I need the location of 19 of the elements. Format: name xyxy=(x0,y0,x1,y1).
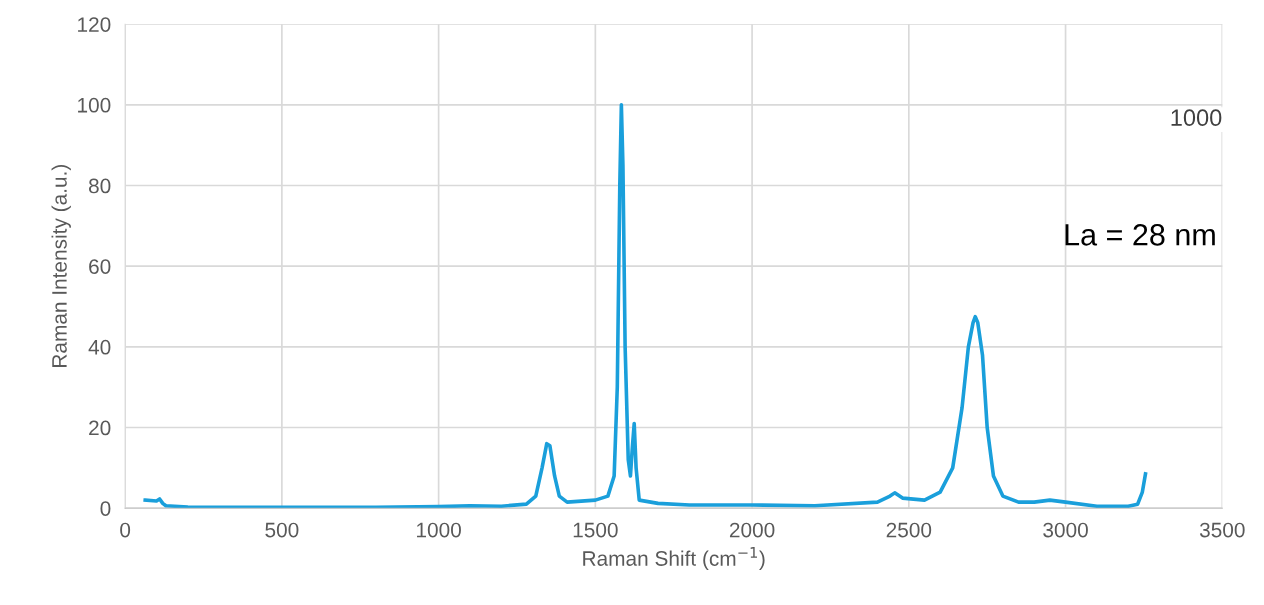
x-tick-label: 1500 xyxy=(573,522,618,538)
x-tick-label: 500 xyxy=(265,522,299,538)
x-axis-title: Raman Shift (cm$^{−1}$) xyxy=(583,547,765,570)
y-tick-label: 0 xyxy=(100,501,111,516)
y-tick-label: 100 xyxy=(78,97,111,113)
annotation: 1000 xyxy=(1171,109,1222,127)
y-tick-label: 120 xyxy=(78,17,111,32)
x-tick-label: 2000 xyxy=(729,522,775,538)
y-axis-title: Raman Intensity (a.u.) xyxy=(51,165,71,367)
x-tick-label: 0 xyxy=(120,522,131,538)
y-tick-label: 20 xyxy=(89,420,111,436)
annotation: La = 28 nm xyxy=(1065,224,1215,246)
x-tick-label: 2500 xyxy=(886,522,932,538)
x-tick-label: 1000 xyxy=(417,522,461,538)
y-tick-label: 60 xyxy=(89,259,111,274)
y-tick-label: 40 xyxy=(88,339,111,355)
x-tick-label: 3500 xyxy=(1199,522,1245,538)
y-tick-label: 80 xyxy=(88,178,111,194)
x-tick-label: 3000 xyxy=(1043,522,1088,538)
